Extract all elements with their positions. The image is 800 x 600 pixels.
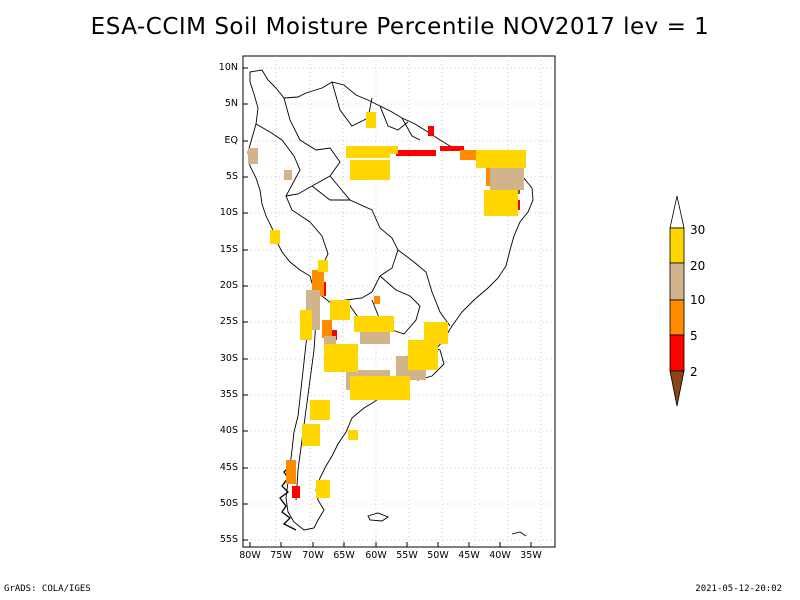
- lat-label: 5S: [225, 171, 238, 182]
- lon-label: 80W: [239, 550, 261, 561]
- tick-marks: [243, 67, 532, 547]
- lat-label: 25S: [219, 316, 238, 327]
- lat-label: 20S: [219, 280, 238, 291]
- lon-label: 60W: [365, 550, 387, 561]
- lon-label: 35W: [520, 550, 542, 561]
- colorbar-10-20: [669, 262, 685, 301]
- lon-label: 50W: [427, 550, 449, 561]
- colorbar-bottom-triangle: [669, 370, 685, 407]
- footer-credit: GrADS: COLA/IGES: [4, 584, 91, 594]
- colorbar-20-30: [669, 227, 685, 264]
- lat-label: 50S: [219, 498, 238, 509]
- lon-label: 65W: [333, 550, 355, 561]
- footer-timestamp: 2021-05-12-20:02: [695, 584, 782, 594]
- colorbar-2-5: [669, 334, 685, 372]
- lon-label: 70W: [302, 550, 324, 561]
- lat-label: 55S: [219, 534, 238, 545]
- colorbar-label-2: 2: [690, 365, 698, 379]
- colorbar-label-30: 30: [690, 223, 706, 237]
- lat-label: EQ: [224, 135, 238, 146]
- colorbar-label-10: 10: [690, 293, 706, 307]
- lat-label: 35S: [219, 389, 238, 400]
- shading-20-30: [270, 112, 526, 498]
- lat-label: 40S: [219, 425, 238, 436]
- lon-label: 55W: [396, 550, 418, 561]
- colorbar: [669, 195, 685, 407]
- lat-label: 10N: [218, 62, 238, 73]
- lat-label: 30S: [219, 353, 238, 364]
- map-title: ESA-CCIM Soil Moisture Percentile NOV201…: [90, 14, 710, 40]
- colorbar-top-triangle: [669, 195, 685, 229]
- lat-label: 15S: [219, 244, 238, 255]
- lat-label: 45S: [219, 462, 238, 473]
- lon-label: 40W: [489, 550, 511, 561]
- colorbar-label-20: 20: [690, 259, 706, 273]
- colorbar-5-10: [669, 299, 685, 336]
- colorbar-label-5: 5: [690, 329, 698, 343]
- lon-label: 75W: [270, 550, 292, 561]
- lon-label: 45W: [458, 550, 480, 561]
- lat-label: 10S: [219, 207, 238, 218]
- lat-label: 5N: [224, 98, 238, 109]
